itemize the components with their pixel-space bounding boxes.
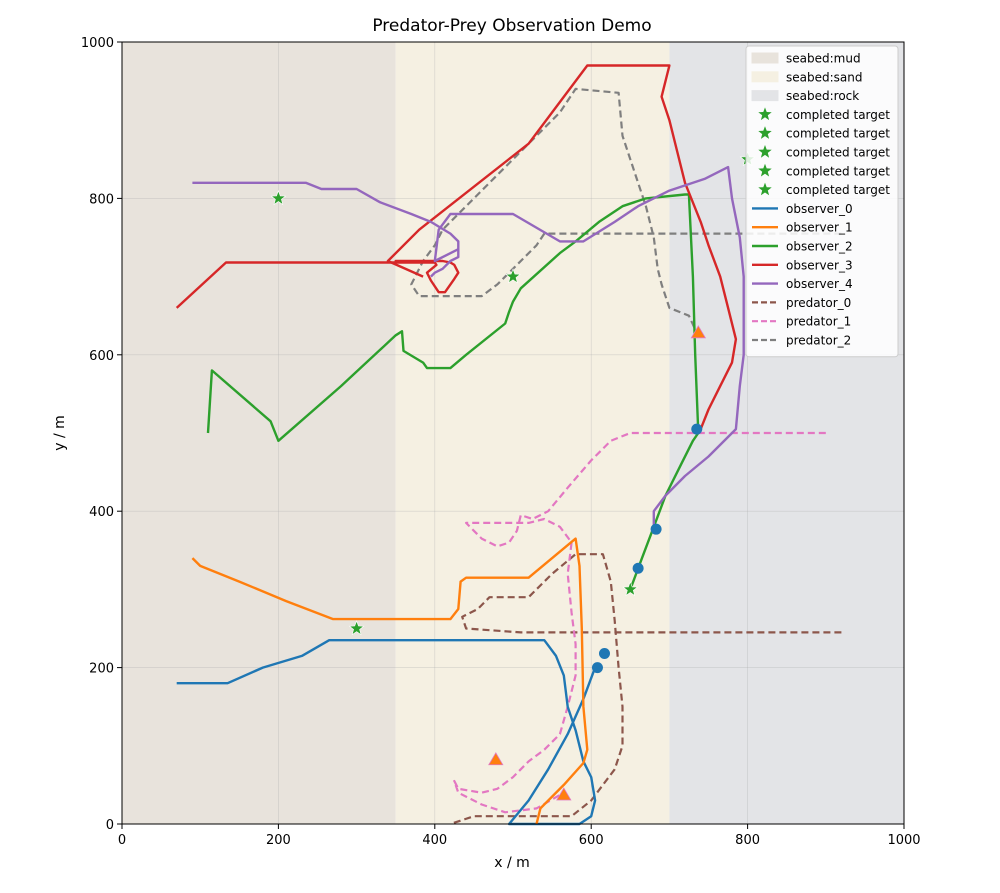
legend-label-4: completed target [786,127,890,141]
series-observer_2 [206,193,700,590]
axis-ticks: 00 200 200 400 400 600 600 800 800 1000 1000 [81,36,921,848]
series-observer_3-segment [386,64,738,434]
legend-label-12: observer_4 [786,277,853,291]
x-tick-label-3: 600 [579,833,604,848]
y-tick-label-4: 800 [89,192,114,207]
x-tick-label-1: 200 [266,833,291,848]
legend-label-5: completed target [786,146,890,160]
legend-swatch-0 [751,52,779,64]
plot-frame [121,41,905,825]
legend-label-8: observer_0 [786,202,853,216]
legend-swatch-3 [758,107,772,121]
legend-label-9: observer_1 [786,221,853,235]
region-1 [395,42,670,824]
legend-label-11: observer_3 [786,258,853,272]
observer-position-dot-4 [691,423,703,435]
x-tick-label-5: 1000 [887,833,920,848]
marks [270,150,756,801]
series-observer_1 [191,537,589,825]
legend-label-15: predator_2 [786,334,851,348]
legend-swatch-7 [758,182,772,196]
legend-swatch-1 [751,71,779,83]
observer-position-dot-0 [591,662,603,674]
x-tick-label-0: 0 [118,833,126,848]
predator-triangle-0 [690,325,707,339]
x-tick-label-4: 800 [735,833,760,848]
legend-label-13: predator_0 [786,296,851,310]
legend-swatch-6 [758,163,772,177]
target-star-0 [270,190,287,206]
legend-label-7: completed target [786,183,890,197]
legend-swatch-2 [751,90,779,102]
predator-triangle-1 [488,752,504,766]
chart-title: Predator-Prey Observation Demo [372,16,651,36]
y-tick-label-1: 200 [89,662,114,677]
target-star-2 [505,268,521,284]
y-tick-label-2: 400 [89,505,114,520]
predator-triangle-2 [556,787,572,801]
x-axis-label: x / m [494,855,530,871]
series-predator_2 [410,87,842,334]
target-star-3 [622,581,639,597]
series [175,64,842,826]
legend-box [745,45,899,358]
series-predator_1 [453,431,826,814]
series-observer_3 [175,259,460,309]
legend: seabed:mud seabed:sand seabed:rock complete… [745,45,899,358]
legend-label-6: completed target [786,164,890,178]
y-axis-label: y / m [52,415,68,451]
legend-label-10: observer_2 [786,240,853,254]
legend-label-0: seabed:mud [786,52,861,66]
legend-label-14: predator_1 [786,315,851,329]
legend-swatch-4 [758,126,772,139]
legend-label-2: seabed:rock [786,89,859,103]
series-observer_0 [176,639,597,826]
y-tick-label-3: 600 [89,349,114,364]
legend-label-1: seabed:sand [786,70,862,84]
legend-label-3: completed target [786,108,890,122]
legend-swatch-5 [758,145,772,158]
observer-position-dot-2 [632,562,644,574]
series-observer_4-segment [433,165,745,527]
region-0 [122,42,396,824]
observer-position-dot-3 [650,523,662,535]
seabed-regions [122,42,904,824]
series-observer_4 [192,181,460,278]
y-tick-label-0: 0 [106,818,114,833]
observer-position-dot-1 [598,648,610,660]
y-tick-label-5: 1000 [81,36,114,51]
x-tick-label-2: 400 [422,833,447,848]
target-star-1 [348,620,365,636]
